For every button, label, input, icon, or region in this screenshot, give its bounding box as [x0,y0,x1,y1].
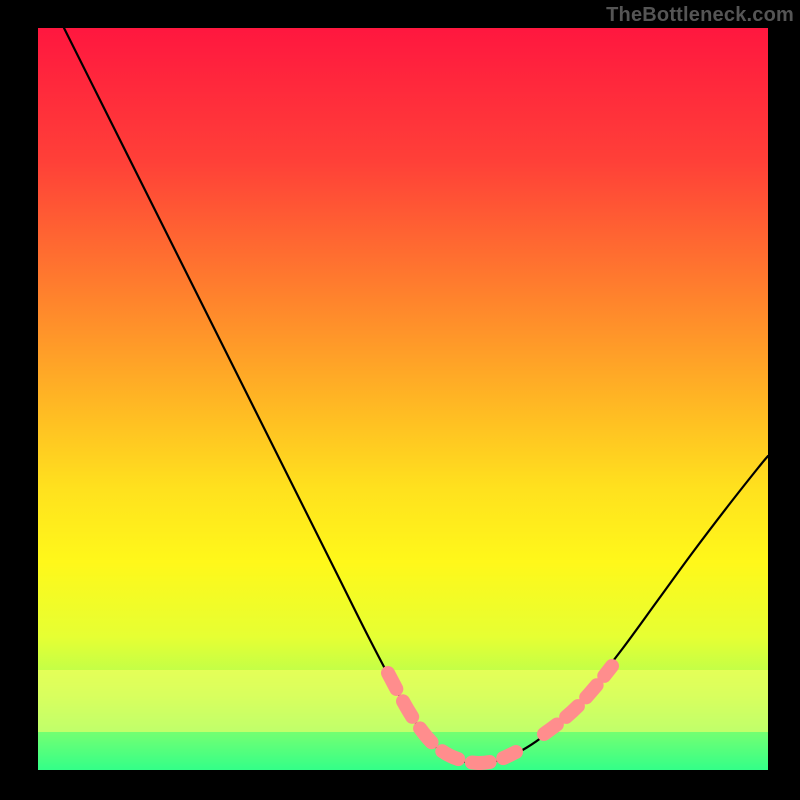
chart-frame: TheBottleneck.com [0,0,800,800]
plot-area [38,28,768,770]
curve-layer [38,28,768,770]
bottleneck-curve [64,28,768,763]
watermark-text: TheBottleneck.com [606,4,794,27]
